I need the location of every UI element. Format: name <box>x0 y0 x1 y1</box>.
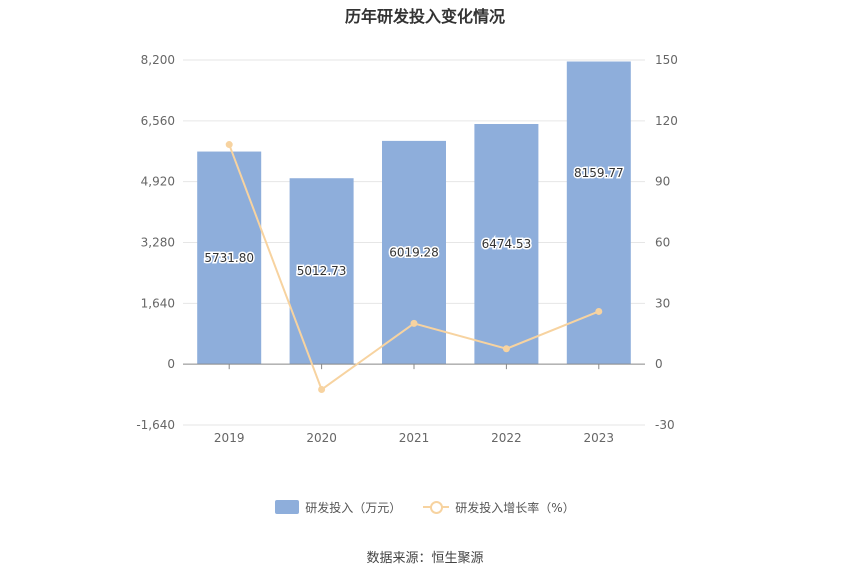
y-left-tick-label: 0 <box>167 357 175 371</box>
growth-point <box>410 319 418 327</box>
bar-data-label: 5012.73 <box>297 264 347 278</box>
axis-layer: -1,640 0 1,640 3,280 4,920 6,560 8,200 -30 0 30 60… <box>136 53 678 445</box>
legend-item-line[interactable]: 研发投入增长率（%） <box>423 499 575 516</box>
bar-data-label: 8159.77 <box>574 166 624 180</box>
growth-point <box>225 141 233 149</box>
y-right-tick-label: 60 <box>655 236 670 250</box>
y-left-tick-label: 6,560 <box>141 114 175 128</box>
bar-data-label: 5731.80 <box>204 251 254 265</box>
y-right-tick-label: 120 <box>655 114 678 128</box>
x-tick-label: 2023 <box>584 431 615 445</box>
legend-bar-label: 研发投入（万元） <box>305 500 402 515</box>
y-right-tick-label: 0 <box>655 357 663 371</box>
y-left-tick-label: -1,640 <box>136 418 175 432</box>
bar-data-label: 6474.53 <box>482 237 532 251</box>
y-left-tick-label: 1,640 <box>141 296 175 310</box>
legend-item-bar[interactable]: 研发投入（万元） <box>275 499 401 516</box>
x-tick-label: 2021 <box>399 431 430 445</box>
growth-point <box>318 386 326 394</box>
bar <box>197 151 262 365</box>
data-labels: 5731.80 5012.73 6019.28 6474.53 8159.77 <box>203 164 625 279</box>
legend: 研发投入（万元） 研发投入增长率（%） <box>0 497 850 517</box>
y-right-tick-label: 150 <box>655 53 678 67</box>
source-note: 数据来源：恒生聚源 <box>366 551 484 566</box>
y-left-tick-label: 3,280 <box>141 236 175 250</box>
legend-line-swatch <box>423 500 450 514</box>
y-left-tick-label: 4,920 <box>141 175 175 189</box>
x-tick-label: 2020 <box>306 431 337 445</box>
y-left-tick-label: 8,200 <box>141 53 175 67</box>
growth-point <box>502 345 510 353</box>
y-right-tick-label: 90 <box>655 175 670 189</box>
bar-series <box>197 61 631 365</box>
legend-line-label: 研发投入增长率（%） <box>455 500 575 515</box>
x-tick-label: 2019 <box>214 431 245 445</box>
x-tick-label: 2022 <box>491 431 522 445</box>
legend-bar-swatch <box>275 500 300 514</box>
bar-data-label: 6019.28 <box>389 246 439 260</box>
bar <box>474 124 539 365</box>
chart-title: 历年研发投入变化情况 <box>344 7 505 26</box>
y-right-tick-label: 30 <box>655 296 670 310</box>
line-series <box>225 141 603 394</box>
growth-point <box>595 307 603 315</box>
bar <box>566 61 631 365</box>
y-right-tick-label: -30 <box>655 418 675 432</box>
bar <box>382 140 446 365</box>
